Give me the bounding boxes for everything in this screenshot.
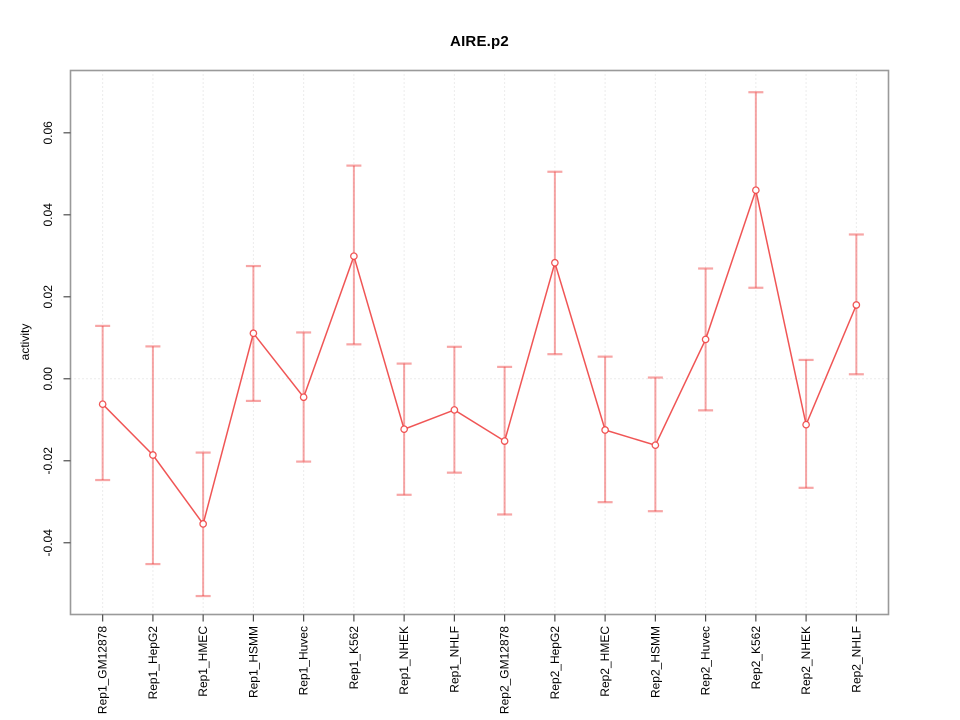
y-tick-label: 0.04: [41, 203, 55, 227]
data-point: [601, 426, 609, 434]
x-tick-label: Rep1_HSMM: [246, 626, 260, 698]
data-point: [98, 400, 107, 409]
data-point: [752, 186, 760, 195]
x-tick-label: Rep1_K562: [347, 626, 361, 690]
y-tick-label: -0.02: [41, 447, 55, 475]
chart-title: AIRE.p2: [450, 33, 509, 50]
y-tick-label: 0.02: [41, 285, 55, 309]
x-tick-label: Rep1_Huvec: [297, 626, 311, 695]
data-point: [249, 329, 258, 338]
data-point: [350, 252, 358, 261]
data-point: [199, 520, 207, 528]
x-tick-label: Rep2_GM12878: [498, 626, 512, 714]
x-tick-label: Rep2_Huvec: [699, 626, 713, 695]
y-tick-label: 0.00: [41, 367, 55, 391]
y-axis-label: activity: [18, 323, 32, 361]
series-line: [102, 187, 858, 526]
data-point: [651, 441, 660, 450]
data-point: [400, 425, 408, 434]
x-tick-label: Rep1_NHLF: [447, 626, 461, 693]
data-point: [299, 393, 308, 402]
data-point: [450, 406, 459, 414]
x-tick-label: Rep2_NHLF: [849, 626, 863, 693]
x-tick-label: Rep2_HSMM: [648, 626, 662, 698]
data-point: [551, 258, 559, 267]
x-tick-label: Rep1_HepG2: [146, 626, 160, 700]
x-tick-label: Rep2_HMEC: [598, 626, 612, 697]
y-tick-label: 0.06: [41, 121, 55, 145]
data-point: [802, 420, 810, 429]
data-point: [852, 301, 861, 309]
data-point: [149, 451, 157, 459]
data-point: [500, 437, 509, 445]
data-point: [701, 335, 710, 344]
y-tick-label: -0.04: [41, 529, 55, 557]
x-tick-label: Rep2_NHEK: [799, 626, 813, 695]
plot-box: [69, 69, 890, 616]
x-tick-label: Rep1_GM12878: [96, 626, 110, 714]
x-tick-label: Rep2_K562: [749, 626, 763, 690]
x-tick-label: Rep1_NHEK: [397, 626, 411, 695]
x-tick-label: Rep2_HepG2: [548, 626, 562, 700]
x-tick-label: Rep1_HMEC: [196, 626, 210, 697]
